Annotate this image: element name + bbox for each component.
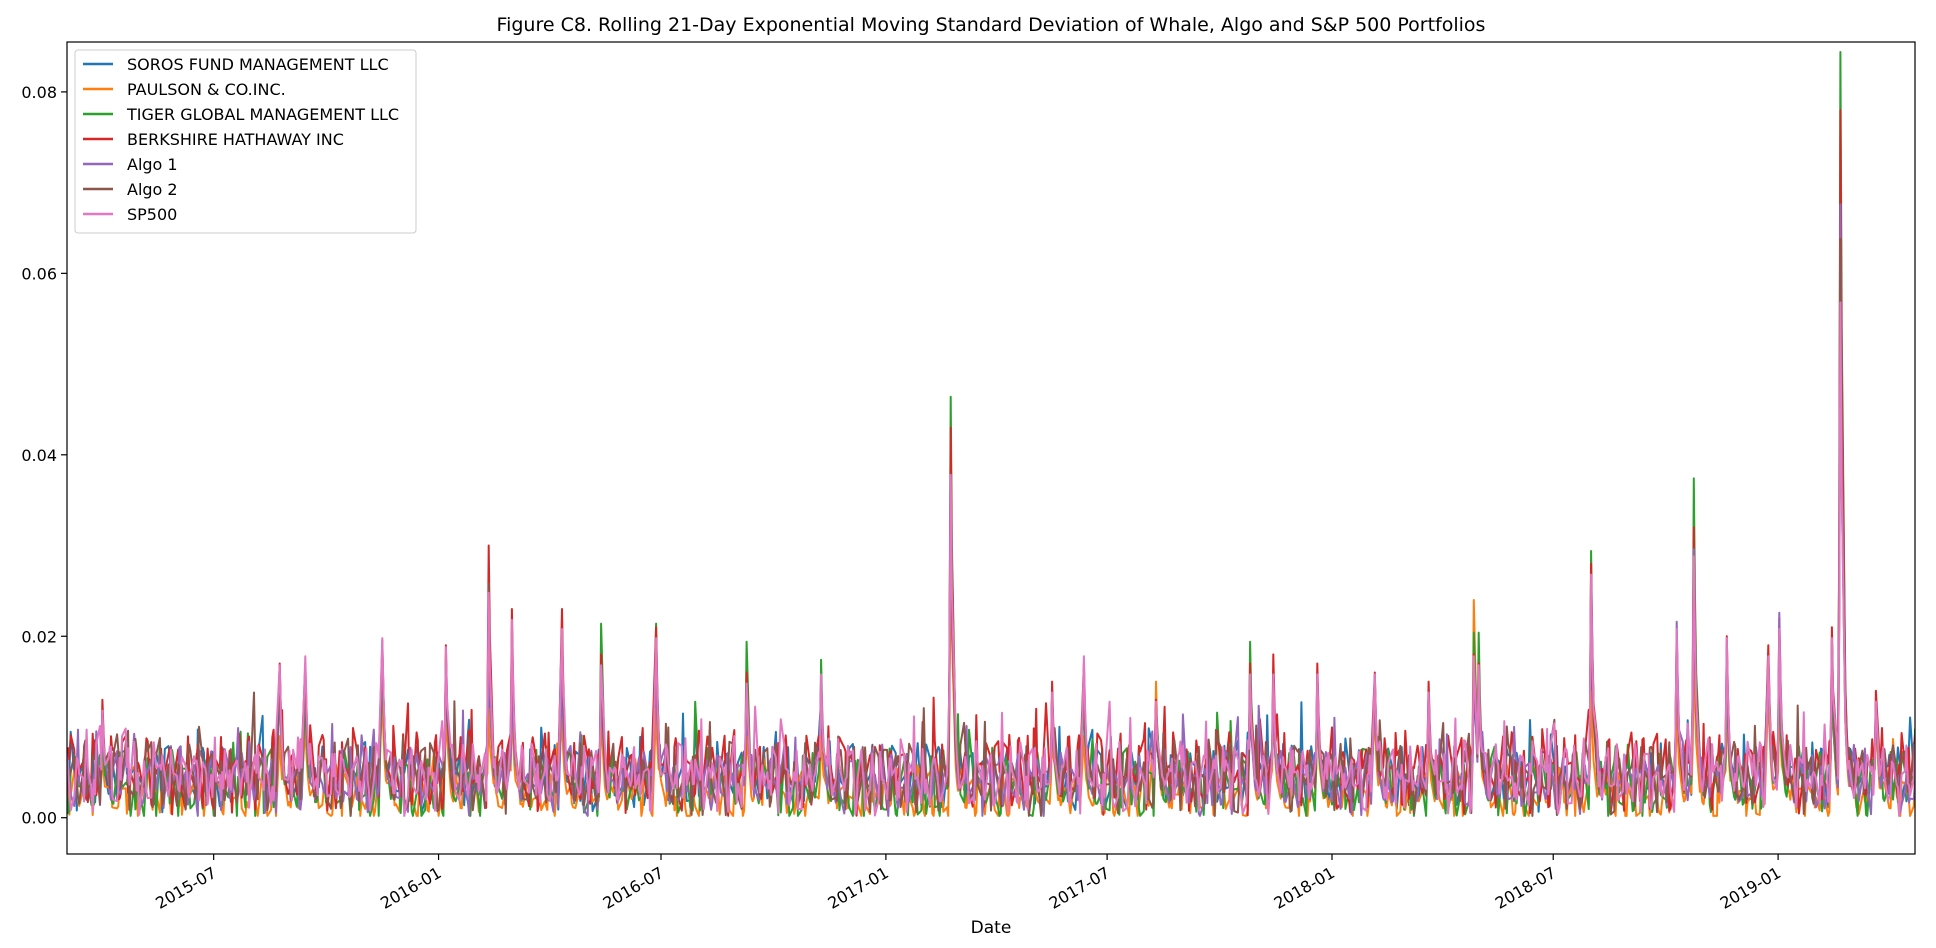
series-line — [67, 203, 1915, 817]
x-tick-label: 2019-01 — [1717, 863, 1784, 913]
series-line — [67, 237, 1915, 817]
x-tick-label: 2016-01 — [377, 863, 444, 913]
y-tick-label: 0.06 — [21, 264, 57, 283]
legend-label: Algo 2 — [127, 180, 178, 199]
legend-label: SOROS FUND MANAGEMENT LLC — [127, 55, 389, 74]
y-axis: 0.00 0.02 0.04 0.06 0.08 — [21, 83, 67, 828]
series-line — [67, 301, 1915, 817]
series-layer — [67, 51, 1915, 817]
y-tick-label: 0.08 — [21, 83, 57, 102]
x-axis: 2015-07 2016-01 2016-07 2017-01 2017-07 2018-… — [152, 854, 1784, 913]
legend: SOROS FUND MANAGEMENT LLC PAULSON & CO.IN… — [74, 49, 417, 234]
series-line — [67, 263, 1915, 817]
legend-label: BERKSHIRE HATHAWAY INC — [127, 130, 344, 149]
legend-label: Algo 1 — [127, 155, 178, 174]
x-tick-label: 2018-01 — [1271, 863, 1338, 913]
legend-label: TIGER GLOBAL MANAGEMENT LLC — [126, 105, 399, 124]
x-tick-label: 2015-07 — [152, 863, 219, 913]
x-axis-label: Date — [971, 918, 1012, 938]
series-line — [67, 301, 1915, 815]
legend-box — [74, 49, 417, 234]
x-tick-label: 2017-07 — [1046, 863, 1113, 913]
legend-label: PAULSON & CO.INC. — [127, 80, 286, 99]
chart-title: Figure C8. Rolling 21-Day Exponential Mo… — [497, 14, 1486, 36]
y-tick-label: 0.00 — [21, 809, 57, 828]
x-tick-label: 2018-07 — [1492, 863, 1559, 913]
legend-label: SP500 — [127, 205, 177, 224]
x-tick-label: 2016-07 — [600, 863, 667, 913]
y-tick-label: 0.04 — [21, 446, 57, 465]
x-tick-label: 2017-01 — [824, 863, 891, 913]
y-tick-label: 0.02 — [21, 627, 57, 646]
plot-frame — [66, 41, 1916, 855]
